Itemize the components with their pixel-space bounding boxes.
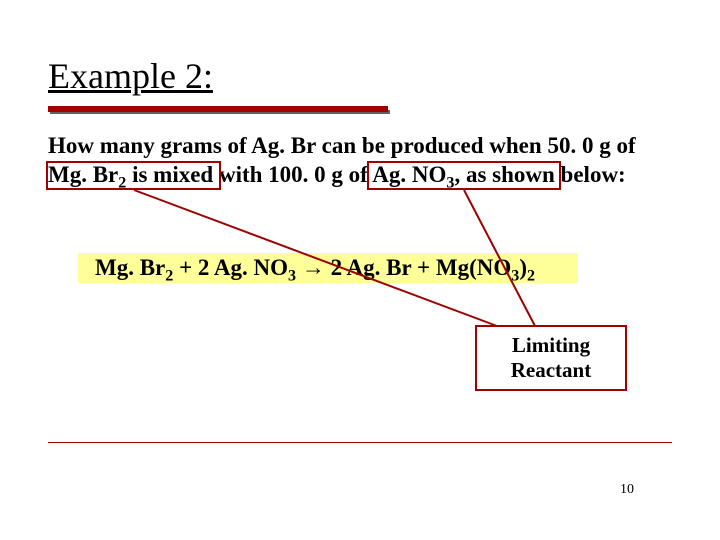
eq-p3: → 2 Ag. Br + Mg(NO [296, 255, 511, 280]
highlight-box-agno3 [367, 161, 561, 190]
eq-s2: 3 [288, 268, 296, 285]
limiting-reactant-callout: Limiting Reactant [475, 325, 627, 391]
slide: Example 2: How many grams of Ag. Br can … [0, 0, 720, 540]
body-pre: How many grams of Ag. Br can be produced… [48, 133, 547, 158]
eq-p4: ) [519, 255, 527, 280]
highlight-box-mgbr2 [46, 161, 221, 190]
title-rule [48, 106, 388, 112]
callout-text: Limiting Reactant [477, 333, 625, 383]
eq-s4: 2 [527, 268, 535, 285]
eq-p2: + 2 Ag. NO [173, 255, 288, 280]
page-number: 10 [620, 482, 634, 498]
equation: Mg. Br2 + 2 Ag. NO3 → 2 Ag. Br + Mg(NO3)… [95, 255, 535, 281]
eq-p1: Mg. Br [95, 255, 165, 280]
slide-title: Example 2: [48, 55, 213, 97]
footer-rule [48, 442, 672, 443]
